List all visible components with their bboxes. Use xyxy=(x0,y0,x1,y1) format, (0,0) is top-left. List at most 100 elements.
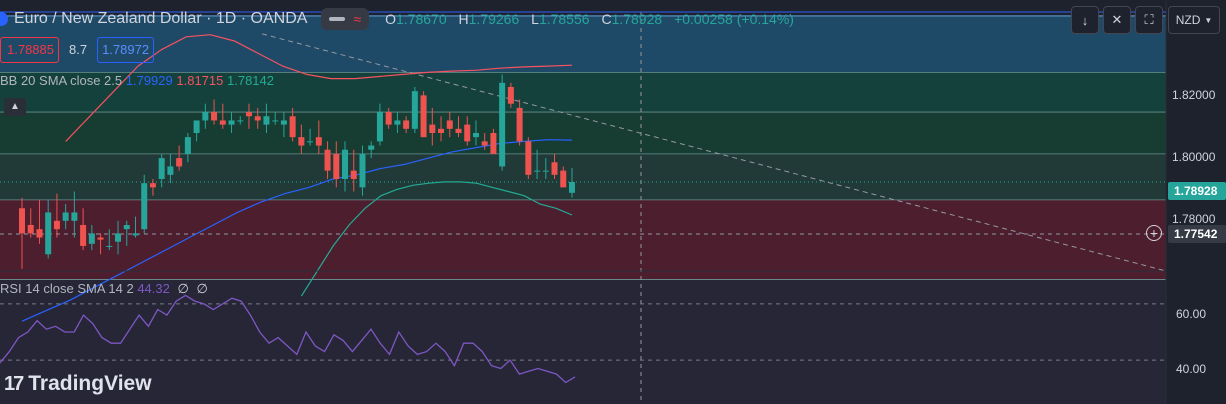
candle xyxy=(71,212,78,221)
candle xyxy=(237,120,244,122)
ohlc-high: 1.79266 xyxy=(468,11,520,27)
crosshair-price-tag: 1.77542 xyxy=(1168,225,1226,243)
candle xyxy=(263,116,270,125)
price-zone xyxy=(0,199,1166,280)
candle xyxy=(551,162,558,175)
candle xyxy=(438,128,445,133)
chevron-up-icon: ▲ xyxy=(10,101,20,112)
candle xyxy=(219,120,226,125)
candle xyxy=(280,120,287,125)
candle xyxy=(368,145,375,150)
bb-legend[interactable]: BB 20 SMA close 2.5 1.79929 1.81715 1.78… xyxy=(0,73,274,88)
bb-lower-value: 1.78142 xyxy=(227,73,274,88)
ohlc-close: 1.78928 xyxy=(611,11,663,27)
fullscreen-button[interactable]: ⛶ xyxy=(1135,6,1163,34)
candle xyxy=(88,233,95,244)
ohlc-readout: O1.78670 H1.79266 L1.78556 C1.78928 +0.0… xyxy=(385,11,794,27)
candle xyxy=(542,170,549,172)
candle xyxy=(228,120,235,125)
tradingview-logo-icon: 17 xyxy=(4,372,24,395)
candle xyxy=(394,120,401,125)
chart-toolbar: ↓ ✕ ⛶ xyxy=(1071,6,1163,34)
candle xyxy=(464,124,471,142)
candle xyxy=(446,120,453,129)
candle xyxy=(97,237,104,240)
compare-toggle[interactable]: ≈ xyxy=(321,8,370,30)
candle xyxy=(350,170,357,179)
price-tick: 1.80000 xyxy=(1172,150,1216,164)
candle xyxy=(324,149,331,171)
candle xyxy=(53,220,60,230)
price-tick: 1.82000 xyxy=(1172,88,1216,102)
price-tick: 1.78000 xyxy=(1172,212,1216,226)
rsi-value: 44.32 xyxy=(137,281,170,296)
candle xyxy=(115,233,122,242)
candle xyxy=(481,141,488,146)
candle xyxy=(289,116,296,138)
candle xyxy=(167,166,174,175)
collapse-legend-button[interactable]: ▲ xyxy=(4,98,26,116)
candle xyxy=(342,149,349,179)
candle xyxy=(560,170,567,188)
symbol-title[interactable]: Euro / New Zealand Dollar · 1D · OANDA xyxy=(14,10,308,27)
candle xyxy=(298,137,305,146)
wave-icon: ≈ xyxy=(353,11,362,27)
candle xyxy=(19,208,25,234)
rsi-tick: 60.00 xyxy=(1176,307,1207,321)
currency-select[interactable]: NZD ▼ xyxy=(1168,6,1220,34)
candle xyxy=(307,141,314,143)
spread-value: 8.7 xyxy=(69,42,88,57)
bb-basis-line xyxy=(21,139,573,322)
buy-button[interactable]: 1.78972 xyxy=(97,37,155,63)
candle xyxy=(315,137,322,146)
candle xyxy=(176,158,183,167)
price-zone xyxy=(0,15,1166,73)
sell-button[interactable]: 1.78885 xyxy=(0,37,59,63)
tradingview-logo[interactable]: 17 TradingView xyxy=(4,372,152,396)
candle xyxy=(245,112,252,117)
trade-panel: 1.78885 8.7 1.78972 xyxy=(0,37,155,63)
ohlc-low: 1.78556 xyxy=(538,11,590,27)
bb-upper-value: 1.81715 xyxy=(176,73,224,88)
price-zone xyxy=(0,72,1166,113)
bb-basis-value: 1.79929 xyxy=(125,73,173,88)
candle xyxy=(149,183,156,188)
fullscreen-icon: ⛶ xyxy=(1144,12,1154,27)
price-zone xyxy=(0,112,1166,154)
candle xyxy=(472,132,479,138)
rsi-pane-background xyxy=(0,271,1166,404)
candle xyxy=(123,224,130,230)
candle xyxy=(490,132,497,154)
rsi-extra-2: ∅ xyxy=(196,281,208,296)
collapse-button[interactable]: ✕ xyxy=(1103,6,1131,34)
candle xyxy=(420,95,427,138)
rsi-extra-1: ∅ xyxy=(177,281,189,296)
arrow-down-button[interactable]: ↓ xyxy=(1071,6,1099,34)
candle xyxy=(499,82,506,167)
rsi-legend[interactable]: RSI 14 close SMA 14 2 44.32 ∅ ∅ xyxy=(0,281,208,297)
candle xyxy=(385,112,392,125)
candle xyxy=(141,183,148,230)
candle xyxy=(62,212,69,221)
add-alert-icon[interactable]: + xyxy=(1146,225,1162,241)
candle xyxy=(193,120,200,133)
ohlc-change: +0.00258 (+0.14%) xyxy=(674,11,794,27)
logo-text: TradingView xyxy=(28,372,152,395)
candle xyxy=(132,233,139,236)
arrow-down-icon: ↓ xyxy=(1081,12,1089,28)
candle xyxy=(516,107,523,142)
candle xyxy=(272,120,279,122)
candle xyxy=(455,128,462,133)
price-zone xyxy=(0,153,1166,200)
currency-label: NZD xyxy=(1175,13,1201,27)
candle xyxy=(158,158,165,179)
chevron-down-icon: ▼ xyxy=(1204,15,1213,25)
candle xyxy=(211,112,218,121)
candle xyxy=(525,141,532,175)
candle xyxy=(27,224,34,234)
candle xyxy=(411,91,418,129)
candle xyxy=(80,224,87,246)
rsi-tick: 40.00 xyxy=(1176,362,1207,376)
